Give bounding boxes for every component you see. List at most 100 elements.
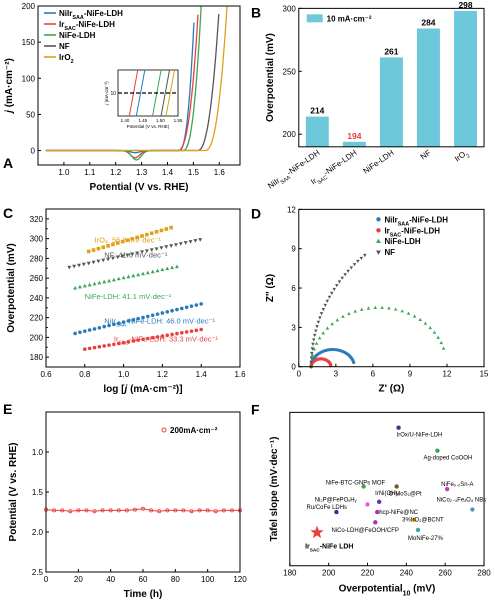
b-bar xyxy=(416,28,440,147)
c-x-label-post: (mA·cm⁻²)] xyxy=(127,384,182,395)
f-point xyxy=(375,509,380,515)
d-point xyxy=(330,291,334,295)
c-point xyxy=(165,333,170,338)
c-point xyxy=(115,241,120,245)
f-highlight-label-base: Ir xyxy=(305,543,310,550)
c-point xyxy=(136,316,140,321)
b-category-label-sub: 2 xyxy=(465,153,471,160)
d-point xyxy=(330,322,334,326)
c-point xyxy=(78,330,82,335)
c-point xyxy=(184,305,189,310)
e-point xyxy=(52,508,57,513)
panel-letter-f: F xyxy=(251,401,260,417)
c-point xyxy=(146,336,150,341)
f-point xyxy=(411,517,417,522)
f-point xyxy=(334,509,339,515)
d-point xyxy=(314,329,318,333)
d-point xyxy=(335,284,339,288)
c-series-annotation: NiIrSAA-NiFe-LDH: 46.0 mV·dec⁻¹ xyxy=(104,317,215,329)
c-point xyxy=(199,302,203,306)
c-point xyxy=(149,248,154,252)
d-point xyxy=(323,303,327,308)
d-point xyxy=(325,299,330,303)
d-point xyxy=(315,325,319,329)
c-point xyxy=(159,228,164,233)
c-point xyxy=(81,262,86,267)
e-point xyxy=(124,508,129,513)
a-legend-label-base: NiIr xyxy=(59,9,72,18)
f-y-label: Tafel slope (mV·dec⁻¹) xyxy=(269,437,280,542)
d-point xyxy=(309,360,313,365)
d-point xyxy=(393,307,398,311)
c-point xyxy=(193,239,198,243)
c-point xyxy=(154,230,159,234)
d-point xyxy=(321,331,325,335)
c-point xyxy=(73,285,78,290)
c-series-annotation: IrO₂: 56.8 mV·dec⁻¹ xyxy=(95,236,162,245)
c-point xyxy=(116,341,121,346)
c-series-annotation-sub: SAA xyxy=(116,323,127,329)
c-point xyxy=(116,276,121,281)
c-point xyxy=(194,303,199,307)
f-x-label-post: (mV) xyxy=(410,584,435,595)
b-category-label-rest: -NiFe-LDH xyxy=(285,148,321,177)
e-point xyxy=(116,508,121,513)
d-y-tick-label: 0 xyxy=(291,363,296,372)
c-y-tick-label: 200 xyxy=(30,333,44,342)
a-legend-label-base: NiFe-LDH xyxy=(59,31,96,40)
a-legend-label: NF xyxy=(59,42,70,51)
c-point xyxy=(107,323,111,328)
f-x-tick-label: 220 xyxy=(361,569,375,578)
d-point xyxy=(310,351,314,356)
e-x-tick-label: 60 xyxy=(139,575,148,584)
f-point xyxy=(444,486,450,492)
b-category-label-rest: -NiFe-LDH xyxy=(322,148,358,177)
f-point xyxy=(365,502,370,507)
c-point xyxy=(83,329,87,333)
a-x-tick-label: 1.1 xyxy=(84,168,96,177)
a-inset-y-label: j (mA·cm⁻²) xyxy=(104,81,109,106)
a-inset-y-label-unit: (mA·cm⁻²) xyxy=(104,81,109,104)
d-point xyxy=(423,321,428,325)
d-point xyxy=(312,347,316,351)
f-point xyxy=(415,527,421,533)
c-x-tick-label: 0.6 xyxy=(40,370,52,379)
c-point xyxy=(140,234,144,238)
e-point xyxy=(213,509,218,514)
c-point xyxy=(180,306,184,311)
b-plot-frame xyxy=(298,7,485,148)
d-point xyxy=(341,314,345,318)
c-point xyxy=(125,238,130,243)
e-y-label: Potential (V vs. RHE) xyxy=(8,443,19,542)
d-point xyxy=(314,341,319,345)
e-y-tick-label: 2.0 xyxy=(32,528,44,537)
e-x-tick-label: 0 xyxy=(44,575,49,584)
c-point xyxy=(77,263,81,268)
c-y-label: Overpotential (mV) xyxy=(6,243,17,332)
a-inset-line xyxy=(165,69,175,117)
d-point xyxy=(412,314,417,318)
f-point xyxy=(376,499,382,505)
a-x-tick-label: 1.5 xyxy=(188,168,200,177)
c-x-tick-label: 1.6 xyxy=(234,370,246,379)
d-point xyxy=(352,263,357,267)
c-point xyxy=(169,225,173,230)
c-point xyxy=(82,283,87,288)
c-point xyxy=(126,319,131,323)
b-y-tick-label: 250 xyxy=(283,67,297,76)
d-point xyxy=(321,307,326,312)
d-point xyxy=(359,256,364,261)
a-inset-y-tick-label: 10 xyxy=(110,91,116,97)
c-y-tick-label: 320 xyxy=(30,215,44,224)
a-plot-frame xyxy=(37,5,241,166)
d-point xyxy=(353,309,357,313)
d-legend-marker xyxy=(376,228,381,233)
b-bar-value-label: 298 xyxy=(458,0,472,10)
d-point xyxy=(340,276,344,280)
c-point xyxy=(175,331,179,336)
c-point xyxy=(96,259,101,264)
a-x-tick-label: 1.2 xyxy=(110,168,122,177)
b-legend-label: 10 mA·cm⁻² xyxy=(327,14,372,23)
f-point xyxy=(435,448,440,453)
c-point xyxy=(135,251,140,256)
